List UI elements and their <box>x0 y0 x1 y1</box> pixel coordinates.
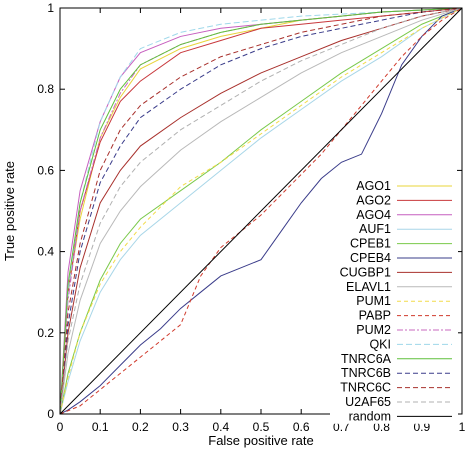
legend-label-tnrc6b: TNRC6B <box>341 366 391 380</box>
y-tick-label: 0.8 <box>37 82 54 96</box>
legend-label-pum2: PUM2 <box>356 323 391 337</box>
legend-label-ago1: AGO1 <box>356 179 391 193</box>
x-tick-label: 0.5 <box>253 420 270 434</box>
legend-label-cugbp1: CUGBP1 <box>340 265 391 279</box>
x-tick-label: 1 <box>459 420 466 434</box>
x-tick-label: 0.1 <box>92 420 109 434</box>
legend-label-tnrc6a: TNRC6A <box>341 352 392 366</box>
series-line-u2af65 <box>60 8 462 414</box>
series-line-pum1 <box>60 8 462 414</box>
x-axis-title: False positive rate <box>208 433 314 448</box>
series-line-tnrc6b <box>60 8 462 414</box>
legend-label-ago4: AGO4 <box>356 208 391 222</box>
y-tick-label: 0 <box>47 407 54 421</box>
series-line-pabp <box>60 8 462 414</box>
series-line-random <box>60 8 462 414</box>
series-line-auf1 <box>60 8 462 414</box>
legend-label-tnrc6c: TNRC6C <box>340 381 391 395</box>
x-tick-label: 0.4 <box>212 420 229 434</box>
legend-label-pabp: PABP <box>359 309 391 323</box>
y-axis-title: True positive rate <box>2 161 17 261</box>
legend-label-cpeb1: CPEB1 <box>350 237 391 251</box>
legend-background <box>330 175 458 424</box>
legend-label-elavl1: ELAVL1 <box>346 280 391 294</box>
y-tick-label: 0.4 <box>37 245 54 259</box>
series-line-tnrc6a <box>60 8 462 414</box>
legend-label-cpeb4: CPEB4 <box>350 251 391 265</box>
x-tick-label: 0 <box>57 420 64 434</box>
y-tick-label: 0.6 <box>37 163 54 177</box>
series-line-cugbp1 <box>60 8 462 414</box>
y-tick-label: 0.2 <box>37 326 54 340</box>
x-tick-label: 0.3 <box>172 420 189 434</box>
series-line-cpeb4 <box>60 8 462 414</box>
legend-label-u2af65: U2AF65 <box>345 395 391 409</box>
legend-label-random: random <box>349 409 391 423</box>
legend-label-ago2: AGO2 <box>356 193 391 207</box>
legend-label-auf1: AUF1 <box>359 222 391 236</box>
series-line-elavl1 <box>60 8 462 414</box>
legend-label-qki: QKI <box>369 337 391 351</box>
series-layer <box>60 8 462 414</box>
legend: AGO1AGO2AGO4AUF1CPEB1CPEB4CUGBP1ELAVL1PU… <box>330 175 458 424</box>
x-tick-label: 0.2 <box>132 420 149 434</box>
legend-label-pum1: PUM1 <box>356 294 391 308</box>
x-tick-label: 0.6 <box>293 420 310 434</box>
y-tick-label: 1 <box>47 1 54 15</box>
series-line-tnrc6c <box>60 8 462 414</box>
